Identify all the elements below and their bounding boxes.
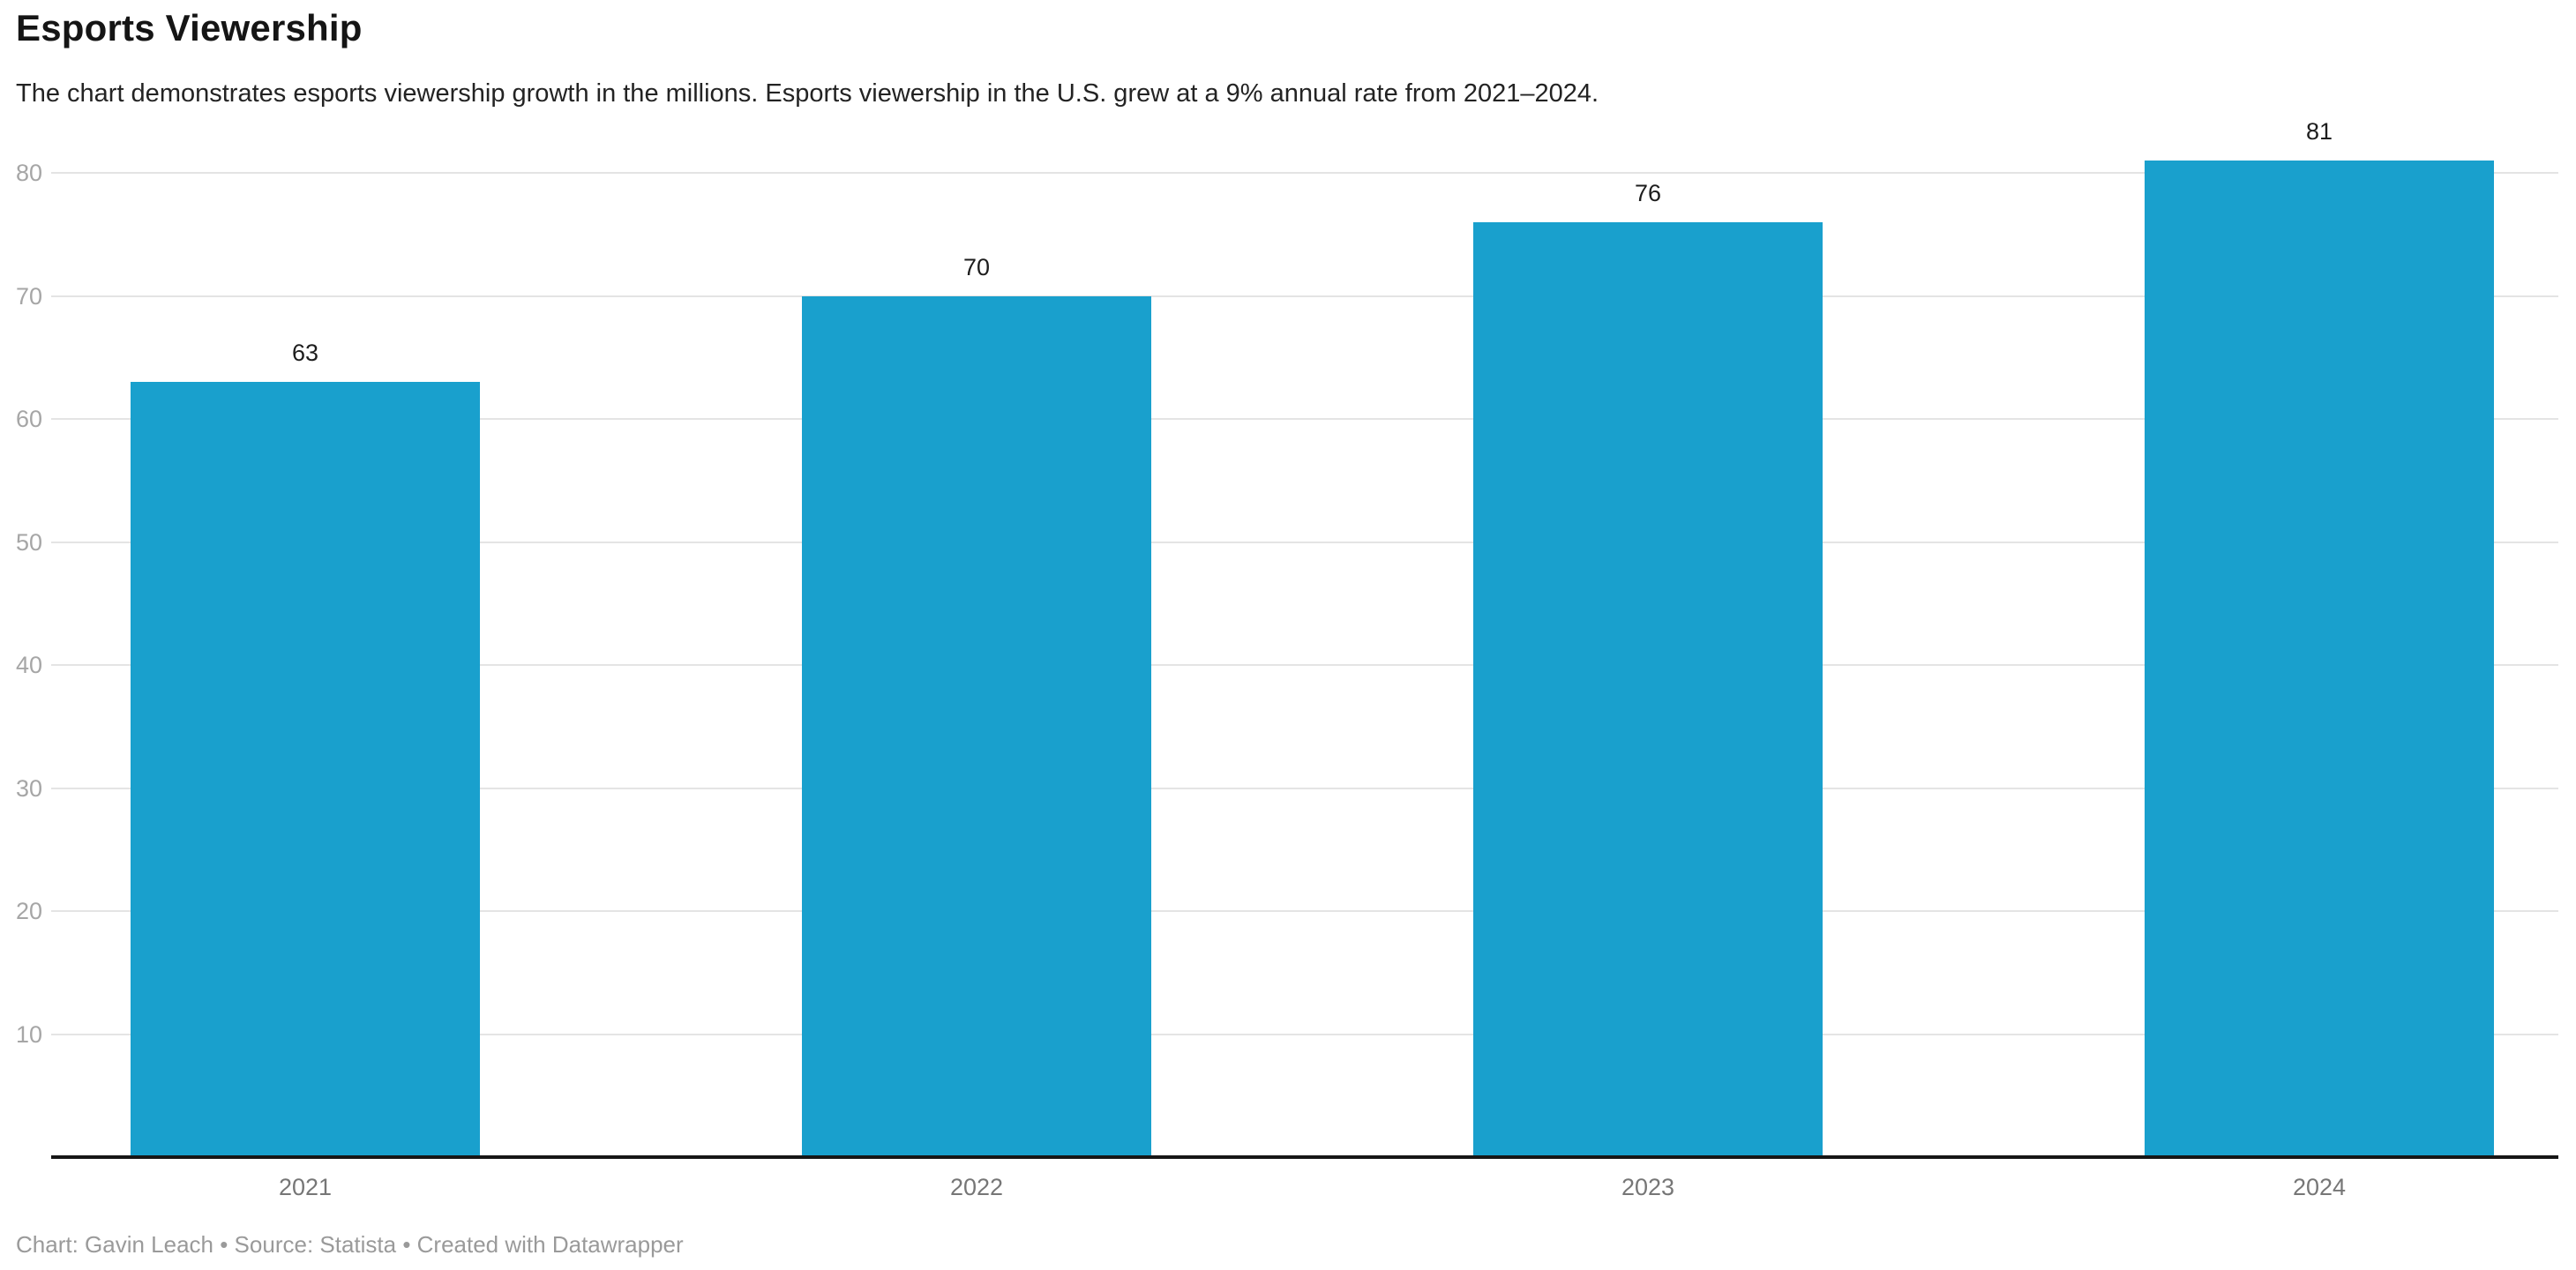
gridline — [51, 787, 2558, 789]
gridline — [51, 1033, 2558, 1035]
bar-value-label: 76 — [1634, 179, 1662, 206]
bar-2023[interactable] — [1473, 221, 1823, 1157]
x-tick-label: 2023 — [1621, 1174, 1675, 1200]
bar-value-label: 81 — [2305, 118, 2333, 146]
chart-subtitle: The chart demonstrates esports viewershi… — [16, 79, 1599, 108]
gridline — [51, 172, 2558, 174]
gridline — [51, 418, 2558, 420]
y-tick-label: 50 — [15, 528, 42, 556]
bar-2024[interactable] — [2145, 161, 2494, 1157]
bar-value-label: 70 — [962, 253, 991, 280]
x-axis-line — [51, 1155, 2558, 1159]
chart-footer: Chart: Gavin Leach • Source: Statista • … — [16, 1231, 684, 1258]
y-tick-label: 10 — [15, 1020, 42, 1048]
gridline — [51, 664, 2558, 666]
x-tick-label: 2024 — [2292, 1174, 2347, 1200]
y-tick-label: 80 — [15, 160, 42, 186]
bar-value-label: 63 — [291, 340, 319, 367]
x-tick-label: 2022 — [949, 1174, 1004, 1200]
y-tick-label: 30 — [15, 774, 42, 802]
bar-2022[interactable] — [802, 295, 1151, 1157]
gridline — [51, 541, 2558, 543]
y-tick-label: 20 — [15, 898, 42, 924]
gridline — [51, 295, 2558, 297]
y-tick-label: 70 — [15, 282, 42, 310]
y-tick-label: 40 — [15, 652, 42, 678]
x-tick-label: 2021 — [278, 1174, 333, 1200]
y-tick-label: 60 — [15, 406, 42, 432]
gridline — [51, 910, 2558, 912]
chart-title: Esports Viewership — [16, 7, 363, 49]
bar-2021[interactable] — [131, 382, 480, 1157]
